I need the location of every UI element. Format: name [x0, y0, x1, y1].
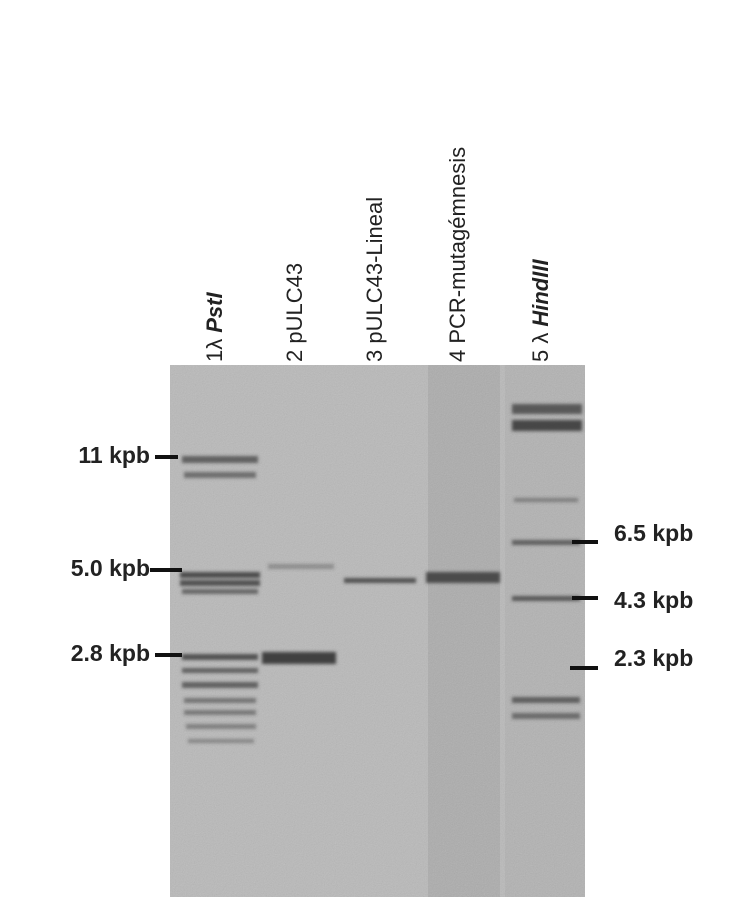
lane-label: 4 PCR-mutagémnesis	[445, 147, 470, 362]
lane-number: 4 PCR-mutagémnesis	[445, 147, 470, 362]
lane-enzyme: HindIII	[528, 259, 553, 327]
lane-labels: 1λ PstI 2 pULC43 3 pULC43-Lineal 4 PCR-mutag…	[202, 147, 553, 362]
lane-label: 5 λ HindIII	[528, 259, 553, 362]
lane-number: 1λ	[202, 339, 227, 362]
marker-labels: 11 kpb 5.0 kpb 2.8 kpb 6.5 kpb 4.3 kpb 2.3 kp…	[71, 442, 694, 671]
lane-label: 2 pULC43	[282, 263, 307, 362]
gel	[170, 365, 585, 897]
left-marker-label: 11 kpb	[78, 442, 150, 468]
lane-enzyme: PstI	[202, 292, 227, 333]
right-marker-label: 4.3 kpb	[614, 587, 693, 613]
lane-number: 5 λ	[528, 333, 553, 362]
lane-label: 1λ PstI	[202, 292, 227, 362]
lane-number: 3 pULC43-Lineal	[362, 197, 387, 362]
right-marker-label: 6.5 kpb	[614, 520, 693, 546]
left-marker-label: 2.8 kpb	[71, 640, 150, 666]
right-marker-label: 2.3 kpb	[614, 645, 693, 671]
left-marker-label: 5.0 kpb	[71, 555, 150, 581]
lane-label: 3 pULC43-Lineal	[362, 197, 387, 362]
lane-number: 2 pULC43	[282, 263, 307, 362]
marker-ticks	[150, 455, 598, 670]
